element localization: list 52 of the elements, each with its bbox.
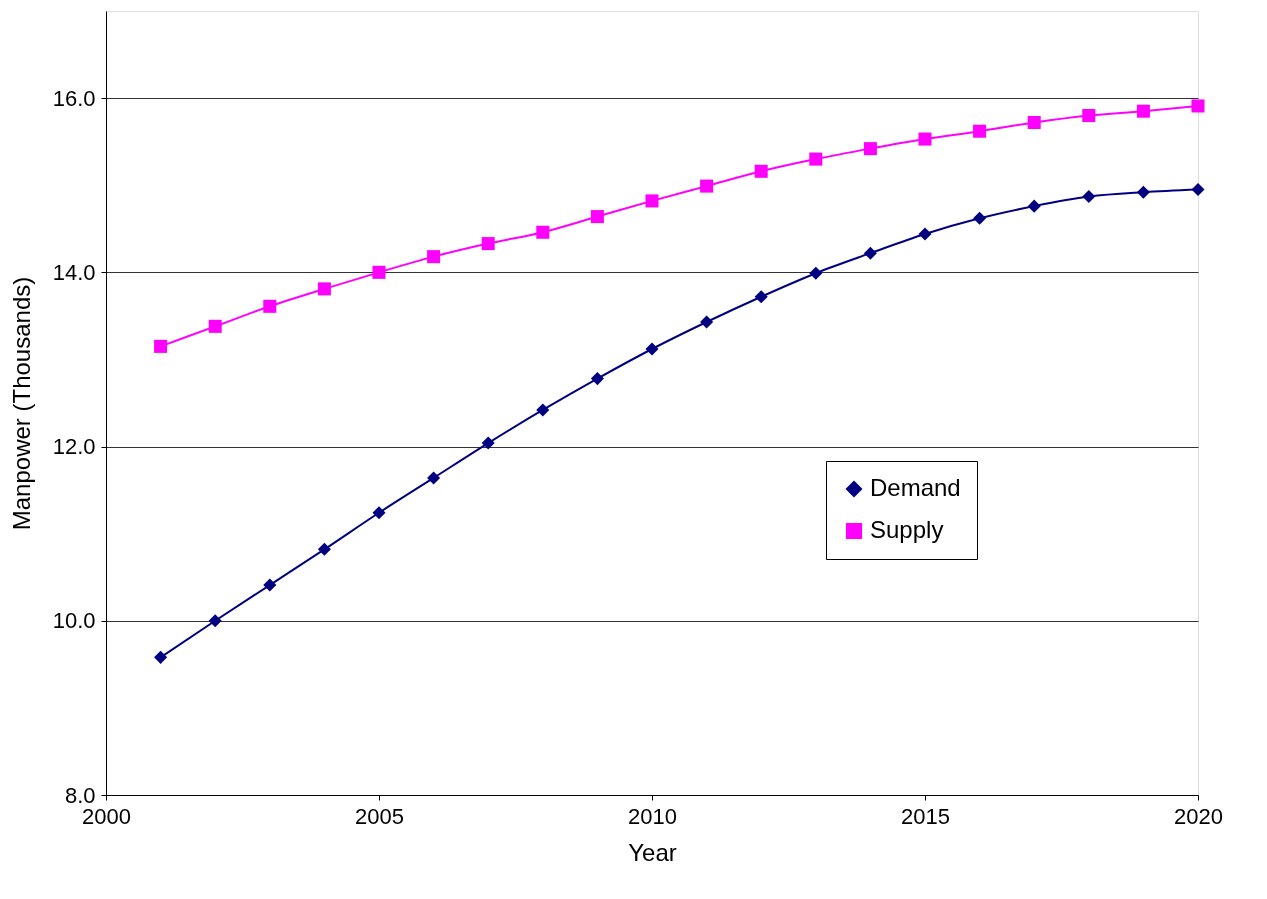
point (590, 210, 604, 224)
point (372, 265, 386, 279)
point (973, 211, 987, 225)
x-tick-label: 2005 (355, 803, 404, 829)
point (208, 614, 222, 628)
point (1027, 199, 1041, 213)
x-tick-label: 2010 (628, 803, 677, 829)
point (481, 237, 495, 251)
x-axis-title: Year (628, 838, 677, 866)
point (754, 290, 768, 304)
point (536, 403, 550, 417)
point (154, 650, 168, 664)
point (809, 266, 823, 280)
point (918, 132, 932, 146)
y-tick-label: 14.0 (52, 259, 96, 285)
point (590, 372, 604, 386)
x-tick-label: 2020 (1174, 803, 1223, 829)
point (427, 471, 441, 485)
y-tick-label: 16.0 (52, 85, 96, 111)
point (208, 319, 222, 333)
point (481, 436, 495, 450)
point (263, 299, 277, 313)
point (863, 246, 877, 260)
point (1027, 115, 1041, 130)
point (1191, 99, 1205, 113)
point (536, 225, 550, 239)
point (863, 142, 877, 156)
legend-label: Demand (870, 474, 961, 501)
point (809, 152, 823, 166)
legend-label: Supply (870, 516, 944, 543)
x-tick-label: 2015 (901, 803, 950, 829)
y-tick-label: 10.0 (52, 608, 96, 634)
y-axis-title: Manpower (Thousands) (7, 276, 35, 531)
y-tick-label: 12.0 (52, 434, 96, 460)
point (263, 578, 277, 592)
point (317, 542, 331, 556)
point (154, 339, 168, 353)
point (645, 194, 659, 208)
point (427, 250, 441, 264)
point (1191, 183, 1205, 197)
point (645, 342, 659, 356)
point (1082, 109, 1096, 123)
point (700, 315, 714, 329)
point (1082, 190, 1096, 204)
point (1136, 185, 1150, 199)
point (973, 124, 987, 138)
point (372, 506, 386, 520)
point (1136, 104, 1150, 118)
point (700, 179, 714, 193)
point (754, 164, 768, 178)
point (317, 282, 331, 296)
point (918, 227, 932, 241)
